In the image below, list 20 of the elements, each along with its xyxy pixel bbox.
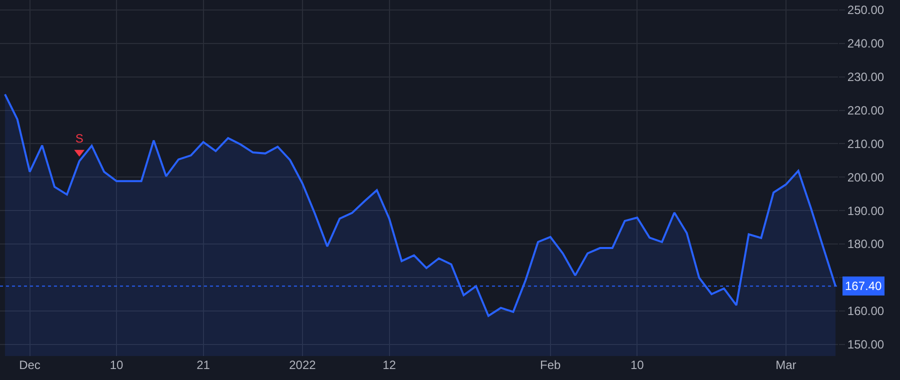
- y-tick-label: 240.00: [847, 36, 884, 51]
- y-tick-label: 180.00: [847, 237, 884, 252]
- x-tick-label: Mar: [776, 358, 796, 372]
- x-tick-label: 12: [382, 358, 396, 372]
- x-tick-label: 21: [196, 358, 210, 372]
- y-tick-label: 190.00: [847, 204, 884, 218]
- y-tick-label: 250.00: [847, 3, 884, 18]
- y-tick-label: 200.00: [847, 170, 884, 184]
- x-tick-label: 10: [110, 358, 124, 372]
- series-label: S: [75, 131, 84, 146]
- x-tick-label: 10: [630, 358, 644, 372]
- y-tick-label: 150.00: [847, 338, 884, 352]
- x-tick-label: 2022: [289, 358, 316, 372]
- y-tick-label: 210.00: [847, 136, 884, 151]
- x-tick-label: Dec: [19, 358, 40, 372]
- y-tick-label: 160.00: [847, 304, 884, 318]
- ref-line-label: 167.40: [845, 279, 882, 293]
- y-tick-label: 230.00: [847, 70, 884, 84]
- x-tick-label: Feb: [540, 358, 562, 372]
- y-tick-label: 220.00: [847, 104, 884, 118]
